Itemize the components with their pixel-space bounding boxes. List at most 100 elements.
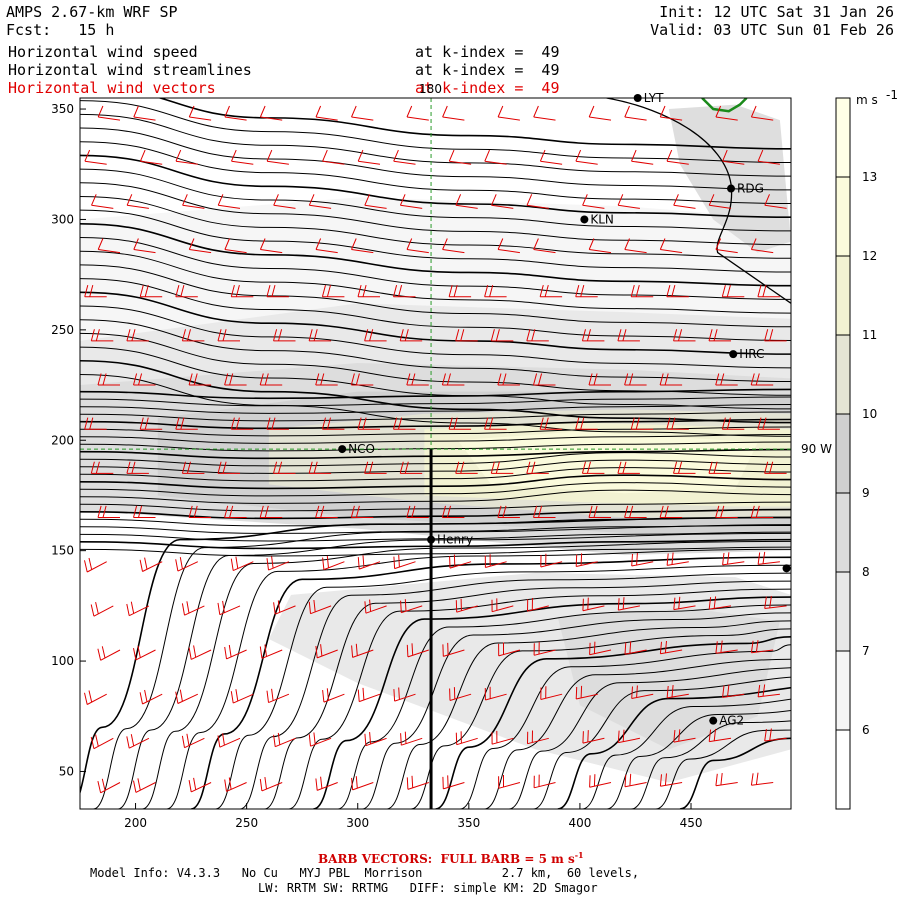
wind-barb-9 [97,505,120,518]
wind-barb-199 [630,417,654,430]
wind-barb-44 [188,645,212,660]
wind-barb-137 [441,505,465,518]
wind-barb-131 [442,238,465,254]
wind-barb-177 [575,149,598,165]
y-tick-label-6: 350 [51,102,74,116]
wind-barb-69 [273,329,296,342]
wind-barb-73 [259,505,283,518]
wind-barb-161 [539,149,563,165]
wind-barb-113 [393,149,416,165]
station-dot-6 [782,564,791,573]
wind-barb-148 [484,284,507,298]
wind-barb-220 [659,640,683,655]
wind-barb-91 [308,599,332,615]
wind-barb-102 [350,373,374,386]
wind-barb-213 [673,329,696,342]
wind-barb-35 [188,238,212,254]
wind-barb-245 [764,329,787,342]
reference-lines: 180 90 W [80,82,832,809]
wind-barb-208 [659,105,683,121]
wind-barb-235 [708,596,732,610]
wind-barb-196 [630,284,654,298]
wind-barb-80 [315,105,338,121]
wind-barbs [84,105,787,794]
streamline-34 [80,474,791,490]
wind-barb-110 [364,732,387,747]
wind-barb-146 [491,194,514,209]
wind-barb-246 [750,373,774,386]
station-label-5: Henry [437,533,473,547]
streamlines [80,98,791,809]
wind-barb-228 [721,284,745,298]
wind-barb-200 [617,461,640,474]
wind-barb-53 [217,329,240,342]
streamline-43 [80,546,791,557]
colorbar-swatch-0 [836,730,850,809]
wind-barb-42 [175,557,199,572]
wind-barb-182 [588,373,611,386]
wind-barb-192 [624,105,647,121]
wind-barb-63 [224,777,247,792]
wind-barb-153 [497,505,520,518]
wind-barb-144 [497,105,520,121]
streamline-13 [80,264,791,328]
streamline-49 [190,556,791,809]
wind-barb-217 [659,505,683,518]
streamline-35 [80,482,791,497]
physics-info: LW: RRTM SW: RRTMG DIFF: simple KM: 2D S… [258,881,598,895]
streamline-38 [80,508,791,520]
wind-barb-197 [617,329,640,342]
wind-barb-66 [273,194,296,209]
wind-barb-101 [364,329,387,342]
x-tick-label-5: 450 [680,816,703,830]
wind-barb-250 [757,551,780,565]
wind-barb-81 [322,149,345,165]
wind-barb-37 [181,329,205,342]
wind-barb-78 [273,732,296,748]
wind-barb-184 [581,461,605,474]
wind-barb-252 [750,640,774,654]
wind-barb-125 [393,687,416,702]
wind-barb-176 [588,105,612,121]
wind-barb-124 [406,643,429,658]
streamline-20 [80,359,791,424]
colorbar-swatch-8 [836,98,850,177]
streamline-24 [80,403,791,414]
field-name-streamlines: Horizontal wind streamlines [8,61,252,79]
streamline-59 [435,635,791,809]
wind-barb-130 [455,194,478,209]
wind-barb-29 [139,689,163,705]
wind-barb-221 [666,685,689,699]
streamline-36 [80,489,791,504]
station-label-2: KLN [590,212,614,226]
wind-barb-72 [273,461,296,474]
wind-barb-133 [455,329,478,342]
wind-barb-215 [666,417,689,430]
wind-barb-15 [97,778,121,794]
x-axis: 200 250 300 350 400 450 [124,803,702,830]
colorbar-swatch-1 [836,651,850,730]
wind-barb-98 [364,194,387,209]
wind-barb-183 [575,417,598,430]
wind-barb-96 [351,105,374,121]
wind-barb-178 [582,194,605,209]
wind-barb-12 [97,646,121,661]
wind-barb-205 [631,685,654,699]
wind-barb-189 [575,685,598,700]
wind-barb-149 [490,329,514,342]
wind-barb-226 [708,194,732,209]
wind-barb-175 [533,774,556,789]
wind-barb-132 [448,284,472,298]
field-level-streamlines: at k-index = 49 [415,61,560,79]
wind-barb-77 [266,688,290,704]
colorbar-label-6: 12 [862,249,877,263]
wind-barb-194 [617,194,640,209]
wind-barb-234 [722,552,745,566]
wind-barb-14 [90,734,114,750]
y-axis: 50 100 150 200 250 300 350 [51,102,86,778]
wind-barb-82 [308,194,332,209]
streamline-6 [80,168,791,232]
y-tick-label-3: 200 [51,433,74,447]
wind-barb-138 [449,554,472,569]
streamline-64 [557,676,791,809]
